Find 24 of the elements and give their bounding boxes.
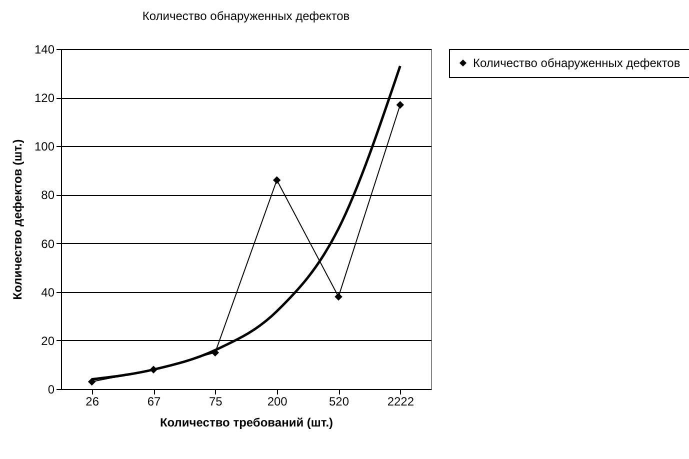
x-tick-label: 520 [328, 394, 350, 408]
y-tick-label: 100 [34, 140, 55, 154]
point [396, 100, 404, 109]
x-tick-label: 75 [208, 394, 223, 408]
x-tick-label: 2222 [387, 394, 414, 408]
y-tick-label: 60 [41, 236, 55, 251]
point [88, 378, 96, 386]
point [211, 348, 220, 356]
y-tick-label: 80 [41, 188, 55, 202]
y-axis-title: Количество дефектов (шт.) [10, 139, 24, 300]
legend-label: Количество обнаруженных дефектов [473, 56, 680, 70]
x-tick-label: 200 [267, 394, 288, 408]
x-tick-label: 26 [86, 394, 100, 408]
y-tick-label: 40 [41, 285, 55, 300]
x-axis-title: Количество требований (шт.) [160, 416, 334, 430]
x-tick-label: 67 [147, 394, 161, 408]
chart-title: Количество обнаруженных дефектов [142, 9, 350, 23]
y-tick-label: 120 [34, 91, 55, 106]
y-tick-label: 140 [34, 42, 55, 56]
point [150, 366, 158, 374]
y-tick-label: 0 [48, 382, 55, 396]
point [334, 292, 342, 301]
y-tick-label: 20 [41, 334, 55, 348]
point [272, 176, 281, 184]
